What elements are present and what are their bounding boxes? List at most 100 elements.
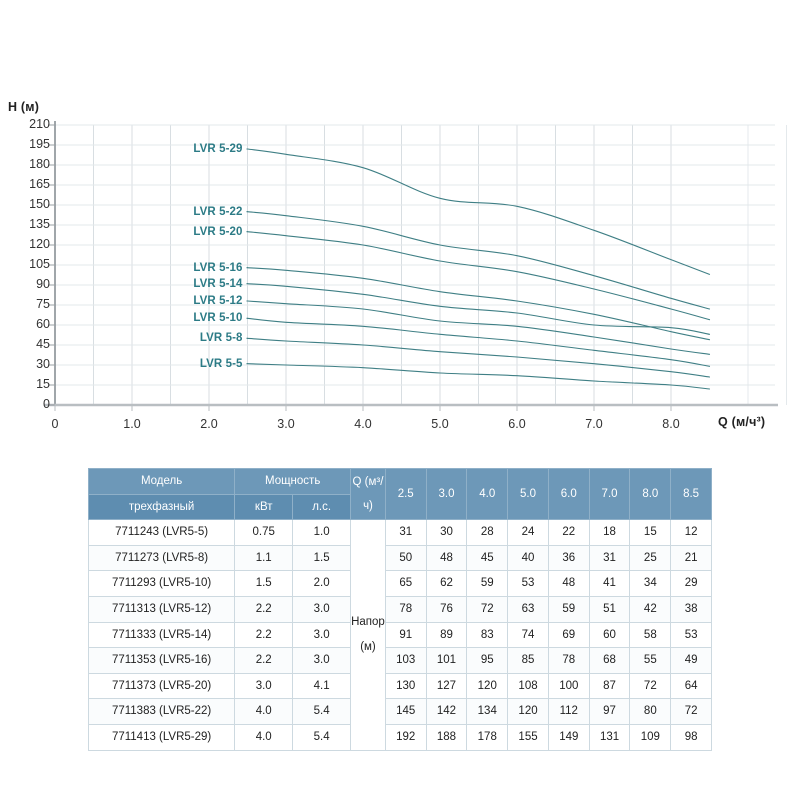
curves (246, 148, 711, 390)
y-tick-label: 135 (29, 217, 50, 231)
x-axis-ticks: 0 1.0 2.0 3.0 4.0 5.0 6.0 7.0 8.0 (52, 417, 680, 431)
cell-power-kw: 2.2 (234, 595, 294, 623)
x-axis-title: Q (м/ч³) (718, 415, 766, 429)
cell-head-value: 145 (384, 698, 427, 725)
cell-head-value: 72 (629, 672, 672, 700)
cell-head-value: 15 (629, 519, 672, 546)
header-power: Мощность (234, 468, 352, 495)
table-row: 7711353 (LVR5-16) 2.2 3.0 103 101 95 85 78 68 55 4… (87, 647, 712, 674)
cell-power-kw: 1.1 (234, 544, 294, 572)
curve-lvr-5-20 (246, 231, 711, 321)
y-tick-label: 30 (36, 357, 50, 371)
cell-head-value: 48 (425, 544, 468, 572)
header-flow-6: 8.0 (629, 467, 672, 521)
table-row: 7711333 (LVR5-14) 2.2 3.0 91 89 83 74 69 60 58 53 (87, 621, 712, 649)
cell-head-value: 108 (507, 672, 549, 700)
cell-model: 7711353 (LVR5-16) (87, 647, 236, 674)
table-head: Модель Мощность Q (м³/ч) 2.5 3.0 4.0 5.0… (87, 467, 712, 521)
x-tick-label: 4.0 (354, 417, 372, 431)
curve-label-lvr-5-10: LVR 5-10 (193, 312, 243, 325)
cell-head-value: 120 (507, 698, 549, 725)
y-tick-label: 90 (36, 277, 50, 291)
cell-head-value: 149 (547, 723, 590, 751)
cell-head-value: 74 (507, 621, 549, 649)
x-tick-label: 3.0 (277, 417, 295, 431)
y-tick-label: 60 (36, 317, 50, 331)
curve-lvr-5-12 (246, 300, 711, 355)
cell-power-kw: 1.5 (234, 570, 294, 597)
grid-lines (54, 124, 787, 405)
curve-label-lvr-5-16: LVR 5-16 (193, 261, 243, 274)
cell-head-value: 134 (466, 698, 509, 725)
table-row: 7711293 (LVR5-10) 1.5 2.0 65 62 59 53 48 41 34 29 (87, 570, 712, 597)
cell-power-hp: 5.4 (292, 723, 352, 751)
header-model-sub: трехфазный (87, 493, 236, 521)
cell-head-value: 178 (466, 723, 509, 751)
cell-head-value: 48 (547, 570, 590, 597)
x-tick-label: 8.0 (662, 417, 680, 431)
cell-head-value: 65 (384, 570, 427, 597)
cell-head-value: 53 (507, 570, 549, 597)
cell-napor-label: Напор (м) (350, 519, 386, 751)
cell-head-value: 63 (507, 595, 549, 623)
x-tick-label: 5.0 (431, 417, 449, 431)
curve-label-lvr-5-8: LVR 5-8 (199, 332, 243, 345)
cell-power-hp: 5.4 (292, 698, 352, 725)
cell-power-hp: 3.0 (292, 647, 352, 674)
y-tick-label: 105 (29, 257, 50, 271)
cell-model: 7711243 (LVR5-5) (87, 519, 236, 546)
cell-head-value: 127 (425, 672, 468, 700)
cell-model: 7711273 (LVR5-8) (87, 544, 236, 572)
cell-power-hp: 3.0 (292, 595, 352, 623)
curve-lvr-5-14 (246, 283, 711, 335)
curve-lvr-5-8 (246, 337, 711, 378)
cell-head-value: 42 (629, 595, 672, 623)
x-tick-label: 6.0 (508, 417, 526, 431)
cell-head-value: 59 (466, 570, 509, 597)
cell-power-kw: 2.2 (234, 621, 294, 649)
cell-head-value: 22 (547, 519, 590, 546)
cell-head-value: 76 (425, 595, 468, 623)
cell-head-value: 51 (588, 595, 631, 623)
cell-head-value: 89 (425, 621, 468, 649)
cell-head-value: 72 (466, 595, 509, 623)
header-flow-4: 6.0 (547, 467, 590, 521)
table-row: 7711243 (LVR5-5) 0.75 1.0 Напор (м) 31 30 28 24… (87, 519, 712, 751)
specification-table: Модель Мощность Q (м³/ч) 2.5 3.0 4.0 5.0… (87, 467, 712, 751)
cell-head-value: 40 (507, 544, 549, 572)
y-tick-label: 165 (29, 177, 50, 191)
cell-power-kw: 4.0 (234, 698, 294, 725)
cell-model: 7711413 (LVR5-29) (87, 723, 236, 751)
cell-head-value: 55 (629, 647, 672, 674)
cell-head-value: 109 (629, 723, 672, 751)
cell-head-value: 21 (670, 544, 712, 572)
curve-label-lvr-5-12: LVR 5-12 (193, 295, 243, 307)
cell-head-value: 69 (547, 621, 590, 649)
cell-head-value: 64 (670, 672, 712, 700)
curve-lvr-5-22 (246, 211, 711, 310)
cell-head-value: 34 (629, 570, 672, 597)
curve-label-lvr-5-22: LVR 5-22 (193, 205, 243, 218)
cell-head-value: 31 (384, 519, 427, 546)
cell-head-value: 68 (588, 647, 631, 674)
cell-power-kw: 2.2 (234, 647, 294, 674)
y-tick-label: 150 (29, 197, 50, 211)
cell-head-value: 188 (425, 723, 468, 751)
cell-head-value: 91 (384, 621, 427, 649)
cell-head-value: 131 (588, 723, 631, 751)
y-tick-label: 15 (36, 377, 50, 391)
table-row: 7711383 (LVR5-22) 4.0 5.4 145 142 134 120 112 97… (87, 698, 712, 725)
cell-head-value: 100 (547, 672, 590, 700)
header-flow-0: 2.5 (384, 467, 427, 521)
x-tick-label: 2.0 (200, 417, 218, 431)
x-tick-label: 7.0 (585, 417, 603, 431)
curve-label-lvr-5-20: LVR 5-20 (193, 225, 243, 238)
cell-head-value: 58 (629, 621, 672, 649)
y-tick-label: 0 (43, 397, 50, 411)
cell-head-value: 87 (588, 672, 631, 700)
y-tick-label: 75 (36, 297, 50, 311)
cell-power-kw: 0.75 (234, 519, 294, 546)
cell-head-value: 120 (466, 672, 509, 700)
cell-power-kw: 4.0 (234, 723, 294, 751)
